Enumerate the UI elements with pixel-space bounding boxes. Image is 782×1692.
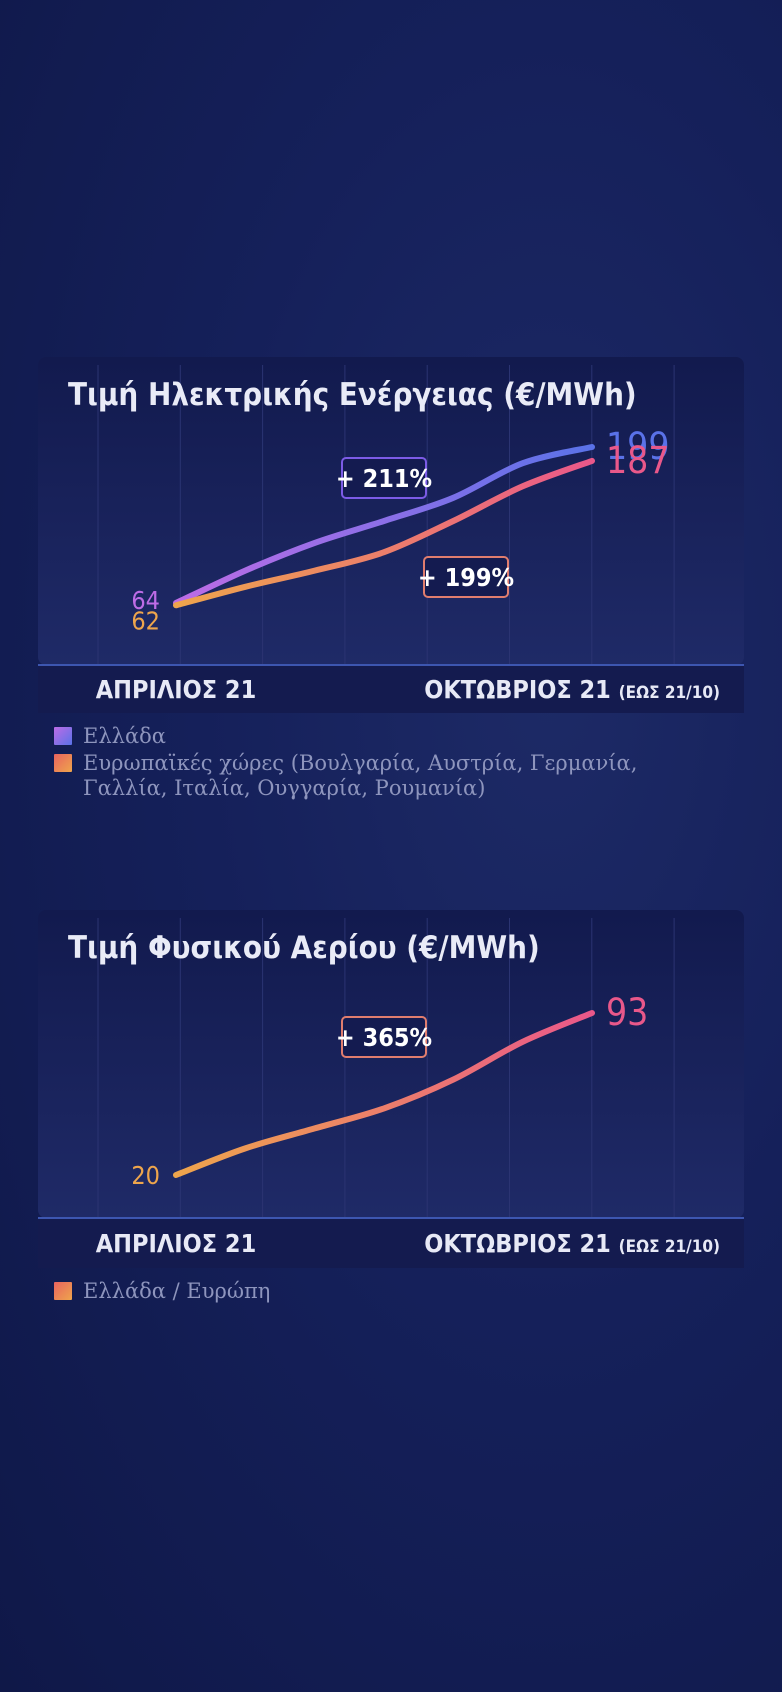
- change-badge-greece-europe: [341, 1016, 427, 1058]
- legend-label-greece-europe: Ελλάδα / Ευρώπη: [83, 1279, 271, 1303]
- chart-title: Τιμή Φυσικού Αερίου (€/MWh): [68, 930, 540, 966]
- legend-swatch-greece: [54, 727, 72, 745]
- plot-background: [38, 910, 744, 1218]
- gas-legend: Ελλάδα / Ευρώπη: [54, 1279, 704, 1306]
- legend-swatch-greece-europe: [54, 1282, 72, 1300]
- x-label-start: ΑΠΡΙΛΙΟΣ 21: [96, 1229, 256, 1258]
- gas-chart-card: Τιμή Φυσικού Αερίου (€/MWh) ΑΠΡΙΛΙΟΣ 21 ΟΚ…: [38, 910, 744, 1268]
- legend-item-greece: Ελλάδα: [54, 724, 704, 749]
- legend-label-europe: Ευρωπαϊκές χώρες (Βουλγαρία, Αυστρία, Γε…: [83, 751, 638, 800]
- start-value-label-greece-europe: 20: [131, 1161, 160, 1190]
- change-badge-greece: [341, 457, 427, 499]
- series-line-greece-europe: [173, 1010, 595, 1178]
- chart-title: Τιμή Ηλεκτρικής Ενέργειας (€/MWh): [68, 377, 637, 413]
- gridlines: [97, 918, 675, 1218]
- electricity-chart: Τιμή Ηλεκτρικής Ενέργειας (€/MWh) ΑΠΡΙΛΙΟ…: [38, 357, 744, 713]
- change-badge-text-greece: + 211%: [336, 464, 432, 493]
- change-badge-text-greece-europe: + 365%: [336, 1023, 432, 1052]
- legend-swatch-europe: [54, 754, 72, 772]
- legend-item-greece-europe: Ελλάδα / Ευρώπη: [54, 1279, 704, 1304]
- start-value-label-greece: 64: [131, 586, 160, 615]
- axis-band: [38, 1218, 744, 1268]
- end-value-label-europe: 187: [606, 439, 670, 482]
- axis-band: [38, 665, 744, 713]
- x-label-start: ΑΠΡΙΛΙΟΣ 21: [96, 675, 256, 704]
- start-value-label-europe: 62: [131, 606, 160, 635]
- legend-label-greece: Ελλάδα: [83, 724, 166, 748]
- series-line-greece: [173, 444, 595, 606]
- gas-chart: Τιμή Φυσικού Αερίου (€/MWh)ΑΠΡΙΛΙΟΣ 21 ΟΚ…: [38, 910, 744, 1268]
- series-line-europe: [173, 457, 595, 609]
- end-value-label-greece: 199: [606, 425, 670, 468]
- end-value-label-greece-europe: 93: [606, 991, 648, 1034]
- change-badge-text-europe: + 199%: [418, 563, 514, 592]
- electricity-legend: Ελλάδα Ευρωπαϊκές χώρες (Βουλγαρία, Αυστ…: [54, 724, 704, 803]
- change-badge-europe: [423, 556, 509, 598]
- gridlines: [97, 365, 675, 665]
- electricity-chart-card: Τιμή Ηλεκτρικής Ενέργειας (€/MWh) ΑΠΡΙΛΙΟ…: [38, 357, 744, 713]
- legend-item-europe: Ευρωπαϊκές χώρες (Βουλγαρία, Αυστρία, Γε…: [54, 751, 704, 801]
